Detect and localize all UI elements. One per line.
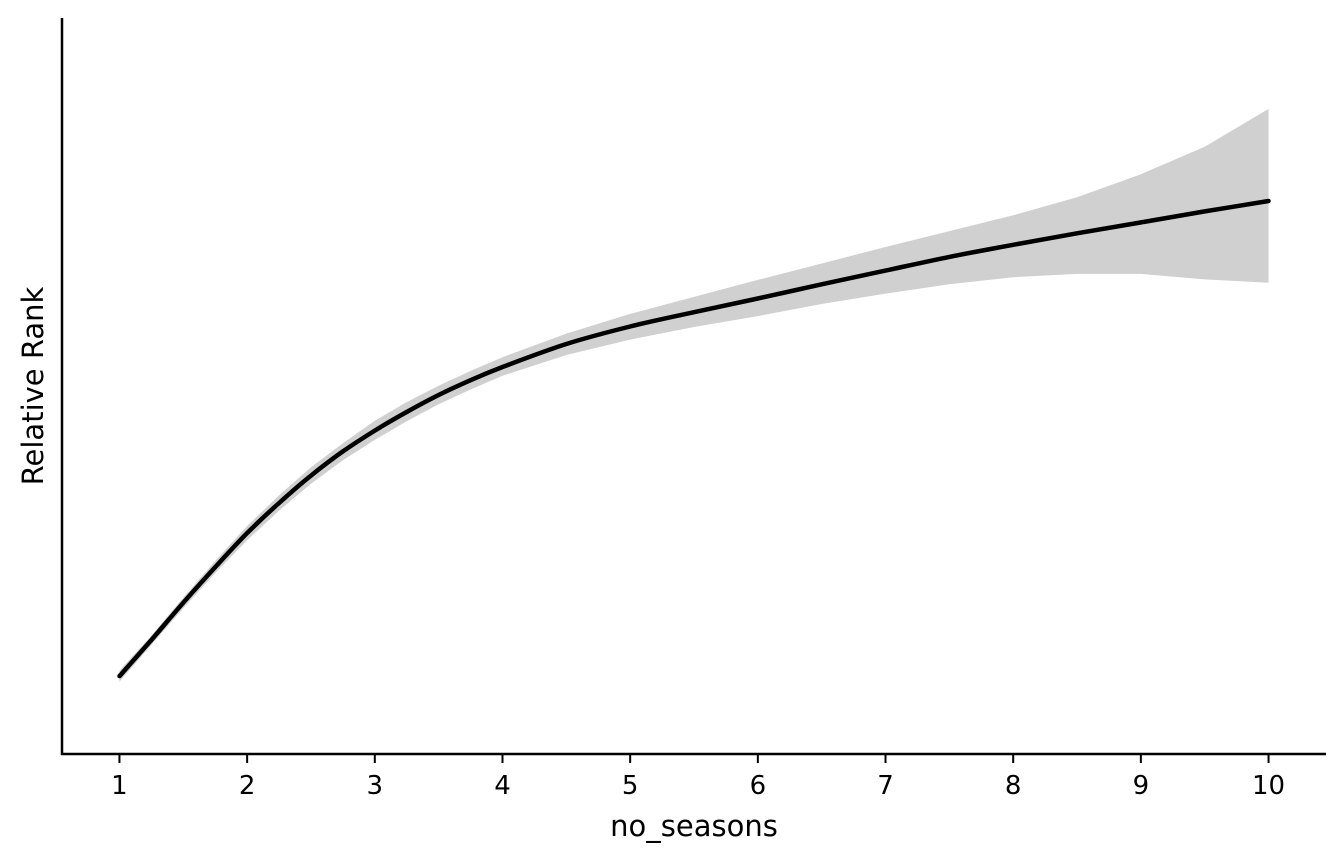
x-tick-label: 2: [239, 771, 256, 801]
trend-line: [117, 198, 1271, 679]
plot-area: [117, 108, 1271, 682]
confidence-band: [119, 108, 1269, 682]
x-axis-ticks: 1 2 3 4 5 6 7 8 9 10: [111, 754, 1285, 801]
x-tick-label: 7: [877, 771, 894, 801]
x-tick-label: 8: [1005, 771, 1022, 801]
x-tick-label: 4: [494, 771, 511, 801]
x-tick-label: 10: [1252, 771, 1285, 801]
y-axis-title: Relative Rank: [16, 286, 50, 485]
x-axis-title: no_seasons: [610, 809, 778, 843]
x-tick-label: 3: [367, 771, 384, 801]
x-tick-label: 6: [750, 771, 767, 801]
x-tick-label: 5: [622, 771, 639, 801]
x-tick-label: 9: [1133, 771, 1150, 801]
x-tick-label: 1: [111, 771, 128, 801]
